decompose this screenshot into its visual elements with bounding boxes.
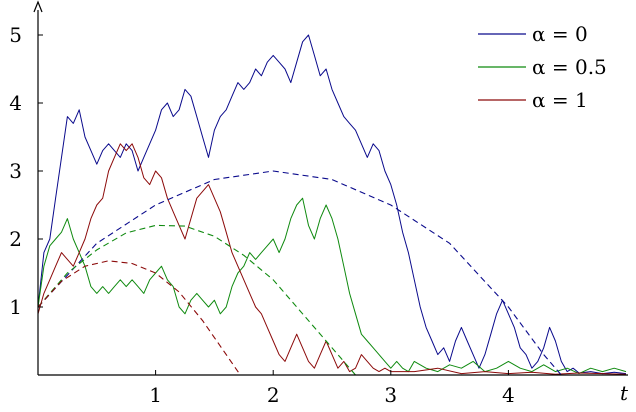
dashed-curve-5 [37, 260, 241, 376]
series-line-2 [37, 143, 627, 375]
legend-label-1: α = 0.5 [532, 55, 607, 79]
y-axis-arrow [33, 0, 43, 13]
y-tick-label-4: 5 [9, 23, 22, 47]
legend-label-0: α = 0 [532, 22, 588, 46]
legend: α = 0 α = 0.5 α = 1 [470, 16, 628, 120]
legend-background [470, 16, 628, 120]
x-tick-label-2: 3 [384, 383, 397, 407]
y-tick-label-0: 1 [9, 295, 22, 319]
y-tick-label-2: 3 [9, 159, 22, 183]
y-tick-label-1: 2 [9, 227, 22, 251]
legend-label-2: α = 1 [532, 88, 588, 112]
plot-lines [37, 34, 627, 376]
dashed-curve-4 [37, 224, 356, 376]
series-line-0 [37, 34, 627, 375]
x-tick-label-0: 1 [149, 383, 162, 407]
x-tick-label-3: 4 [502, 383, 515, 407]
series-line-1 [37, 197, 627, 375]
ticks: 1 2 3 4 1 2 3 4 5 [9, 23, 515, 407]
dashed-curve-3 [37, 170, 562, 376]
x-axis-label: t [620, 381, 629, 405]
y-tick-label-3: 4 [9, 91, 22, 115]
axes [33, 0, 628, 376]
x-tick-label-1: 2 [267, 383, 280, 407]
